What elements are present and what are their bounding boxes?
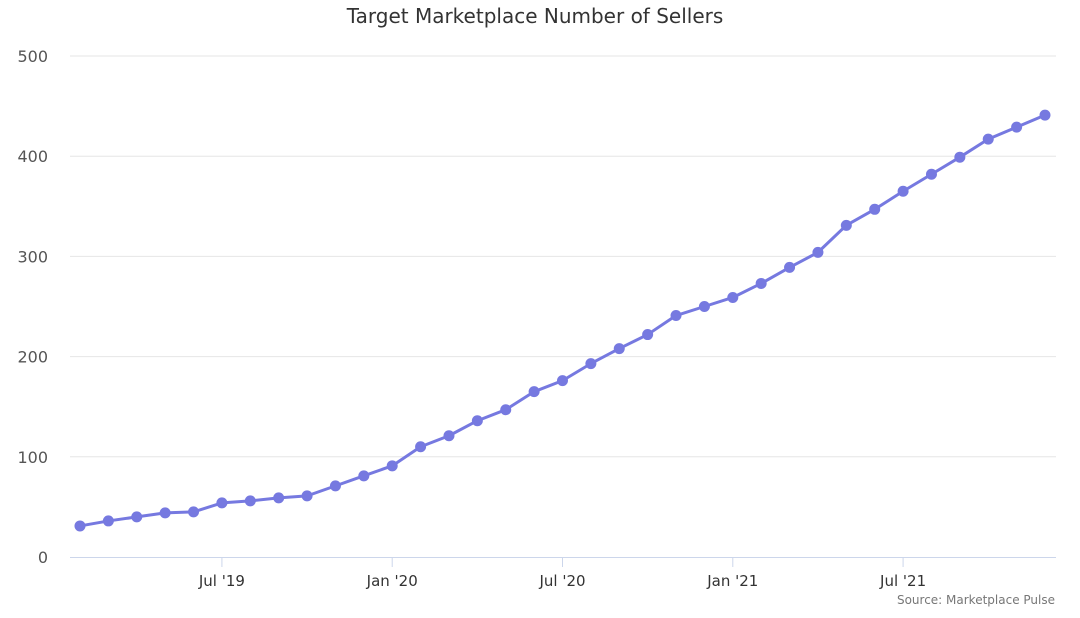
data-point[interactable] [415, 441, 427, 453]
grid-lines [70, 55, 1056, 458]
data-point[interactable] [131, 511, 143, 523]
data-point[interactable] [954, 151, 966, 163]
data-point[interactable] [358, 470, 370, 482]
data-point[interactable] [301, 490, 313, 502]
chart-title: Target Marketplace Number of Sellers [346, 4, 724, 28]
data-point[interactable] [897, 185, 909, 197]
data-point[interactable] [159, 507, 171, 519]
y-tick-label: 500 [17, 47, 48, 66]
data-point[interactable] [273, 492, 285, 504]
data-point[interactable] [528, 386, 540, 398]
data-point[interactable] [102, 515, 114, 527]
data-point[interactable] [443, 430, 455, 442]
x-tick-label: Jul '21 [879, 572, 926, 590]
series-line-sellers [78, 113, 1047, 528]
data-point[interactable] [386, 460, 398, 472]
data-point[interactable] [812, 246, 824, 258]
x-tick-label: Jan '20 [366, 572, 418, 590]
data-point[interactable] [755, 277, 767, 289]
data-point[interactable] [869, 203, 881, 215]
data-point[interactable] [982, 133, 994, 145]
data-point[interactable] [329, 480, 341, 492]
y-tick-label: 200 [17, 348, 48, 367]
data-point[interactable] [698, 301, 710, 312]
data-point[interactable] [925, 168, 937, 180]
data-point[interactable] [500, 404, 512, 416]
x-tick-label: Jan '21 [706, 572, 758, 590]
x-tick-label: Jul '20 [538, 572, 585, 590]
x-axis-ticks: Jul '19 Jan '20 Jul '20 Jan '21 Jul '21 [198, 557, 926, 590]
data-point[interactable] [727, 291, 739, 303]
y-tick-label: 400 [17, 147, 48, 166]
y-tick-label: 300 [17, 247, 48, 266]
data-point[interactable] [1039, 109, 1051, 121]
data-point[interactable] [1011, 121, 1023, 133]
data-point[interactable] [188, 506, 200, 518]
data-point[interactable] [840, 219, 852, 231]
data-point[interactable] [557, 375, 568, 387]
y-tick-label: 0 [38, 548, 48, 567]
data-point[interactable] [585, 358, 597, 370]
data-point[interactable] [244, 495, 256, 507]
data-point[interactable] [784, 261, 796, 273]
data-point[interactable] [471, 415, 483, 427]
data-point[interactable] [670, 310, 682, 322]
x-tick-label: Jul '19 [198, 572, 245, 590]
data-point[interactable] [613, 343, 625, 355]
y-tick-label: 100 [17, 448, 48, 467]
data-point[interactable] [642, 329, 654, 341]
data-point[interactable] [74, 520, 86, 532]
data-points [74, 109, 1051, 532]
y-axis-tick-labels: 0 100 200 300 400 500 [17, 47, 48, 567]
source-credit: Source: Marketplace Pulse [897, 593, 1055, 607]
data-point[interactable] [216, 497, 228, 509]
